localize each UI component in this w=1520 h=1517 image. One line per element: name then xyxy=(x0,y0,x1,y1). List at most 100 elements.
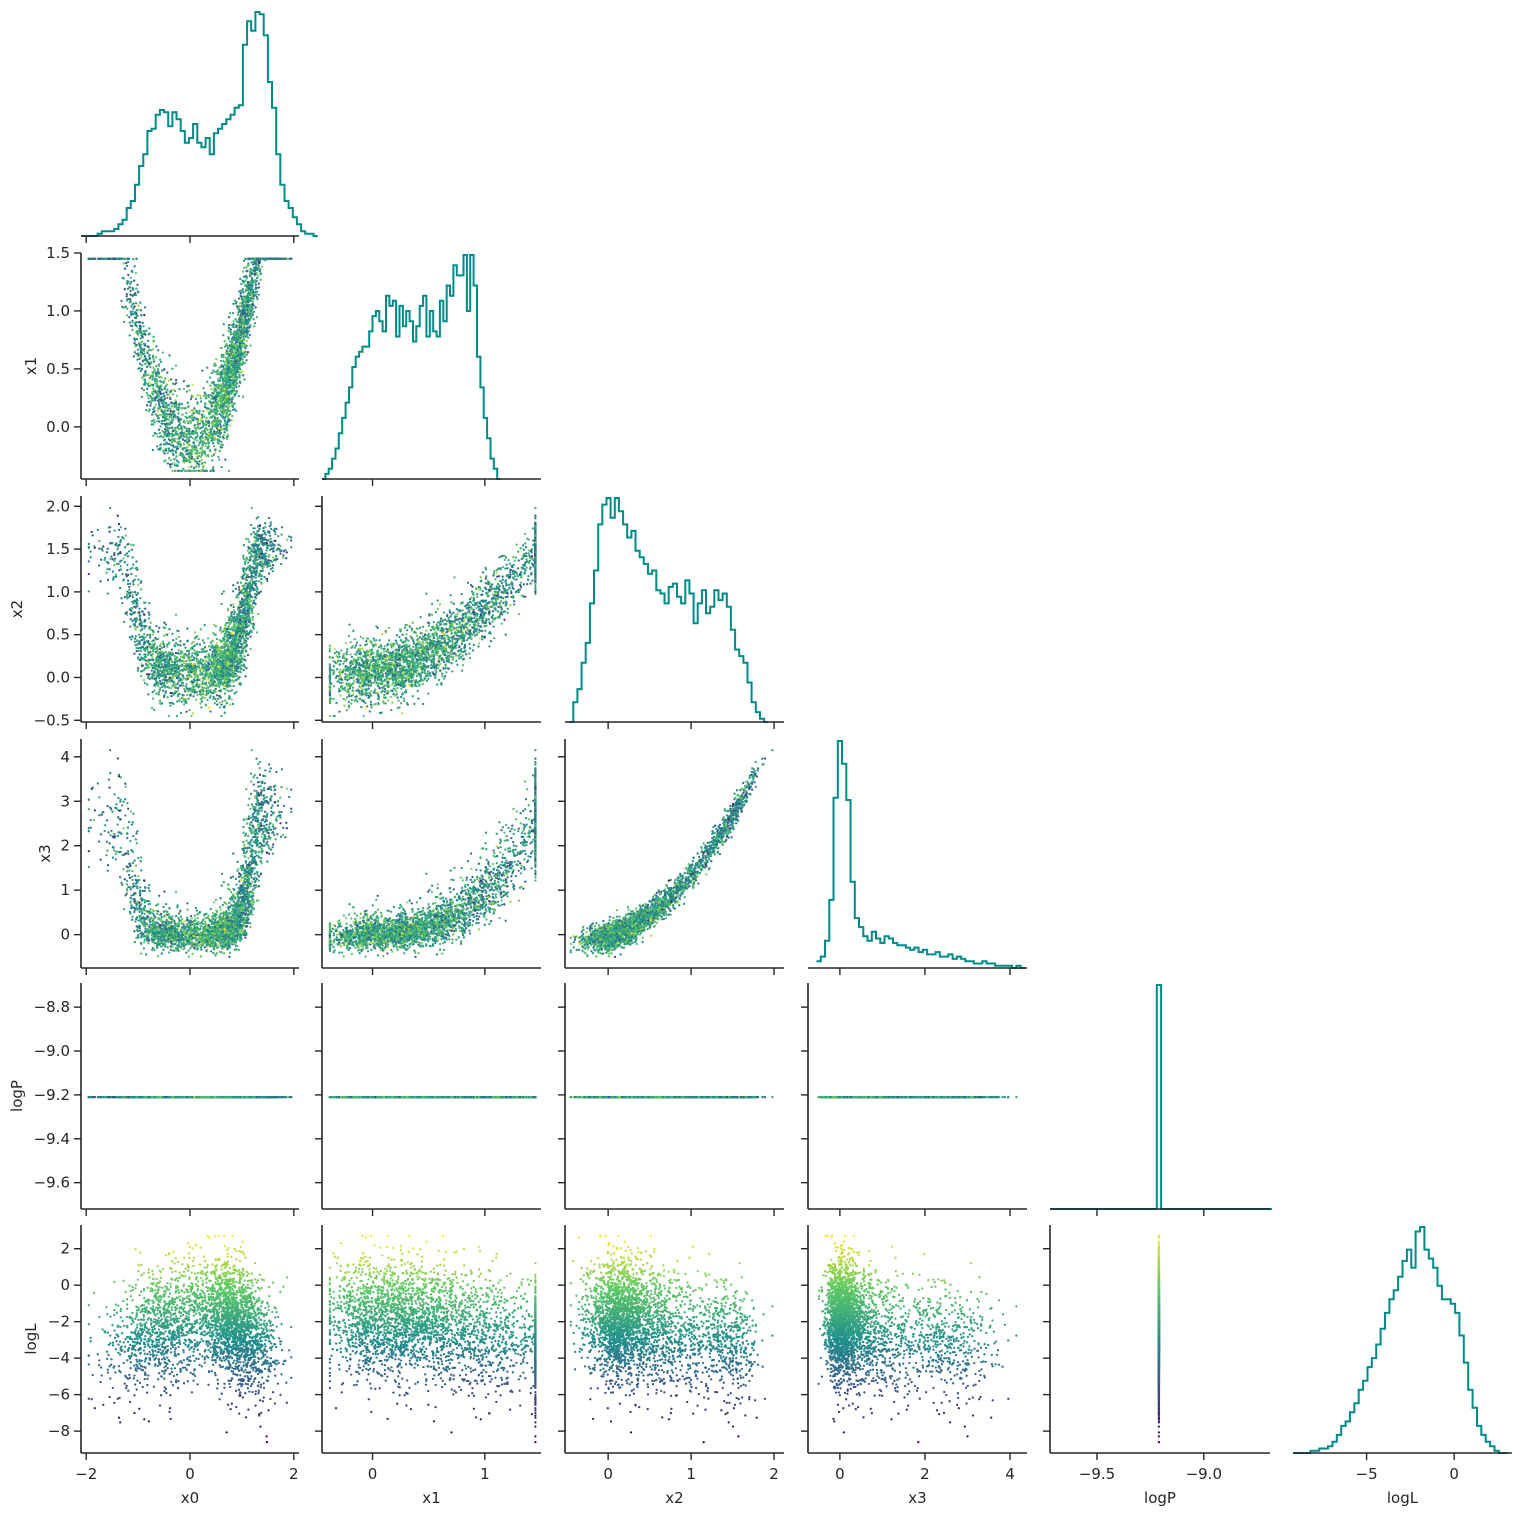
scatter-point xyxy=(194,438,196,440)
scatter-point xyxy=(236,306,238,308)
scatter-point xyxy=(252,304,254,306)
scatter-point xyxy=(180,425,182,427)
scatter-point xyxy=(202,433,204,435)
scatter-point xyxy=(239,382,241,384)
scatter-point xyxy=(205,436,207,438)
scatter-point xyxy=(237,311,239,313)
scatter-point xyxy=(245,359,247,361)
scatter-point xyxy=(157,400,159,402)
scatter-point xyxy=(249,334,251,336)
scatter-point xyxy=(221,375,223,377)
scatter-point xyxy=(288,258,290,260)
scatter-point xyxy=(227,418,229,420)
scatter-point xyxy=(163,414,165,416)
scatter-point xyxy=(213,445,215,447)
scatter-point xyxy=(194,452,196,454)
scatter-point xyxy=(192,442,194,444)
scatter-point xyxy=(208,396,210,398)
scatter-point xyxy=(157,368,159,370)
scatter-point xyxy=(229,312,231,314)
scatter-point xyxy=(232,370,234,372)
scatter-point xyxy=(228,338,230,340)
scatter-point xyxy=(124,267,126,269)
scatter-point xyxy=(166,425,168,427)
scatter-point xyxy=(254,306,256,308)
scatter-point xyxy=(126,283,128,285)
scatter-point xyxy=(193,467,195,469)
scatter-point xyxy=(176,460,178,462)
scatter-point xyxy=(165,391,167,393)
scatter-point xyxy=(183,380,185,382)
scatter-point xyxy=(137,353,139,355)
scatter-point xyxy=(132,307,134,309)
scatter-point xyxy=(199,438,201,440)
scatter-point xyxy=(163,392,165,394)
scatter-point xyxy=(186,420,188,422)
scatter-point xyxy=(248,287,250,289)
scatter-point xyxy=(214,451,216,453)
scatter-point xyxy=(166,397,168,399)
scatter-point xyxy=(134,351,136,353)
scatter-point xyxy=(155,371,157,373)
scatter-point xyxy=(138,358,140,360)
scatter-point xyxy=(164,405,166,407)
scatter-point xyxy=(137,349,139,351)
scatter-point xyxy=(182,449,184,451)
scatter-point xyxy=(205,417,207,419)
scatter-point xyxy=(228,398,230,400)
scatter-point xyxy=(206,410,208,412)
scatter-point xyxy=(249,324,251,326)
scatter-point xyxy=(211,405,213,407)
scatter-point xyxy=(214,384,216,386)
scatter-point xyxy=(144,333,146,335)
scatter-point xyxy=(204,438,206,440)
scatter-point xyxy=(224,459,226,461)
scatter-point xyxy=(242,270,244,272)
scatter-point xyxy=(132,258,134,260)
scatter-point xyxy=(166,443,168,445)
scatter-point xyxy=(220,432,222,434)
scatter-point xyxy=(125,258,127,260)
scatter-point xyxy=(124,288,126,290)
scatter-point xyxy=(215,433,217,435)
scatter-point xyxy=(171,405,173,407)
scatter-point xyxy=(222,417,224,419)
scatter-point xyxy=(156,375,158,377)
scatter-point xyxy=(134,265,136,267)
scatter-point xyxy=(204,431,206,433)
scatter-point xyxy=(195,398,197,400)
scatter-point xyxy=(250,261,252,263)
scatter-point xyxy=(188,444,190,446)
scatter-point xyxy=(164,416,166,418)
scatter-point xyxy=(166,389,168,391)
scatter-point xyxy=(152,393,154,395)
scatter-point xyxy=(247,281,249,283)
scatter-point xyxy=(251,272,253,274)
scatter-point xyxy=(189,433,191,435)
scatter-point xyxy=(247,326,249,328)
scatter-point xyxy=(152,449,154,451)
scatter-point xyxy=(159,406,161,408)
scatter-point xyxy=(168,354,170,356)
scatter-point xyxy=(166,413,168,415)
scatter-point xyxy=(243,295,245,297)
scatter-point xyxy=(131,320,133,322)
scatter-point xyxy=(221,412,223,414)
scatter-point xyxy=(134,339,136,341)
scatter-point xyxy=(211,372,213,374)
scatter-point xyxy=(149,405,151,407)
scatter-point xyxy=(222,407,224,409)
scatter-point xyxy=(257,275,259,277)
scatter-point xyxy=(159,444,161,446)
scatter-point xyxy=(206,381,208,383)
scatter-point xyxy=(141,368,143,370)
scatter-point xyxy=(135,272,137,274)
scatter-point xyxy=(172,452,174,454)
scatter-point xyxy=(184,440,186,442)
scatter-point xyxy=(209,450,211,452)
scatter-point xyxy=(143,314,145,316)
scatter-point xyxy=(175,379,177,381)
scatter-point xyxy=(244,347,246,349)
scatter-point xyxy=(130,305,132,307)
